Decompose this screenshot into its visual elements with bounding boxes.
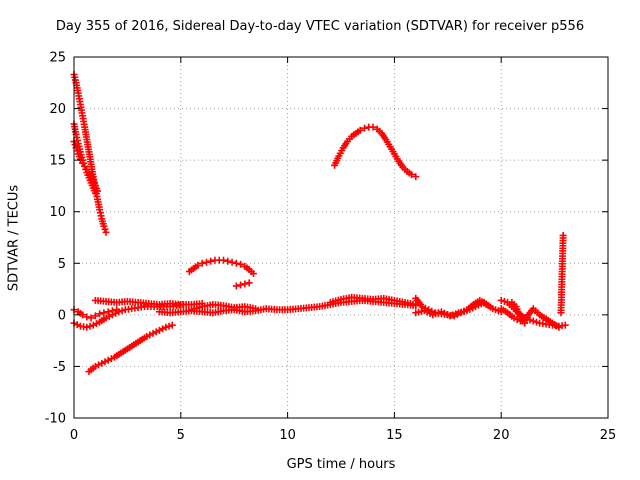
data-point xyxy=(93,187,101,195)
y-tick-label: 20 xyxy=(49,102,66,117)
data-point xyxy=(96,310,104,318)
y-tick-label: 25 xyxy=(49,51,66,66)
y-axis-label: SDTVAR / TECUs xyxy=(6,184,22,292)
y-tick-label: 10 xyxy=(49,205,66,220)
x-tick-label: 25 xyxy=(600,428,617,443)
data-point xyxy=(83,323,91,331)
data-point xyxy=(87,314,95,322)
ticks-layer: 0 5 10 15 20 25 -10 -5 0 5 10 15 20 25 xyxy=(45,51,617,444)
data-point xyxy=(79,311,87,319)
x-tick-label: 0 xyxy=(70,428,78,443)
data-point xyxy=(165,322,173,330)
data-point xyxy=(249,270,257,278)
data-point xyxy=(118,307,126,315)
data-point xyxy=(521,319,529,327)
data-point xyxy=(91,312,99,320)
points-layer xyxy=(70,71,569,376)
data-point xyxy=(407,171,415,179)
data-point xyxy=(115,308,123,316)
data-point xyxy=(237,281,245,289)
data-point xyxy=(224,257,232,265)
y-tick-label: 5 xyxy=(58,257,66,272)
data-point xyxy=(220,256,228,264)
data-point xyxy=(194,261,202,269)
data-point xyxy=(228,258,236,266)
data-point xyxy=(360,124,368,132)
data-point xyxy=(104,308,112,316)
data-point xyxy=(482,301,490,309)
data-point xyxy=(532,318,540,326)
y-tick-label: 15 xyxy=(49,154,66,169)
y-tick-label: -5 xyxy=(53,360,66,375)
data-point xyxy=(241,280,249,288)
data-point xyxy=(529,317,537,325)
grid-layer xyxy=(74,57,608,418)
data-point xyxy=(369,123,377,131)
data-point xyxy=(76,155,84,163)
data-point xyxy=(561,321,569,329)
data-point xyxy=(232,282,240,290)
data-point xyxy=(356,126,364,134)
chart-title: Day 355 of 2016, Sidereal Day-to-day VTE… xyxy=(55,19,585,34)
data-point xyxy=(100,309,108,317)
data-point xyxy=(232,259,240,267)
data-point xyxy=(412,173,420,181)
data-point xyxy=(83,313,91,321)
x-tick-label: 20 xyxy=(493,428,510,443)
data-point xyxy=(86,322,94,330)
data-point xyxy=(252,305,260,313)
data-point xyxy=(500,297,508,305)
plot-frame xyxy=(73,56,609,419)
x-tick-label: 10 xyxy=(279,428,296,443)
data-point xyxy=(168,321,176,329)
x-axis-label: GPS time / hours xyxy=(286,457,396,472)
data-point xyxy=(245,279,253,287)
data-point xyxy=(557,309,565,317)
data-point xyxy=(555,323,563,331)
y-tick-label: -10 xyxy=(45,412,66,427)
data-point xyxy=(207,257,215,265)
data-point xyxy=(237,260,245,268)
x-tick-label: 5 xyxy=(177,428,185,443)
x-tick-label: 15 xyxy=(386,428,403,443)
data-point xyxy=(102,228,110,236)
y-tick-label: 0 xyxy=(58,308,66,323)
data-point xyxy=(162,323,170,331)
data-point xyxy=(202,258,210,266)
data-point xyxy=(198,259,206,267)
data-point xyxy=(497,296,505,304)
